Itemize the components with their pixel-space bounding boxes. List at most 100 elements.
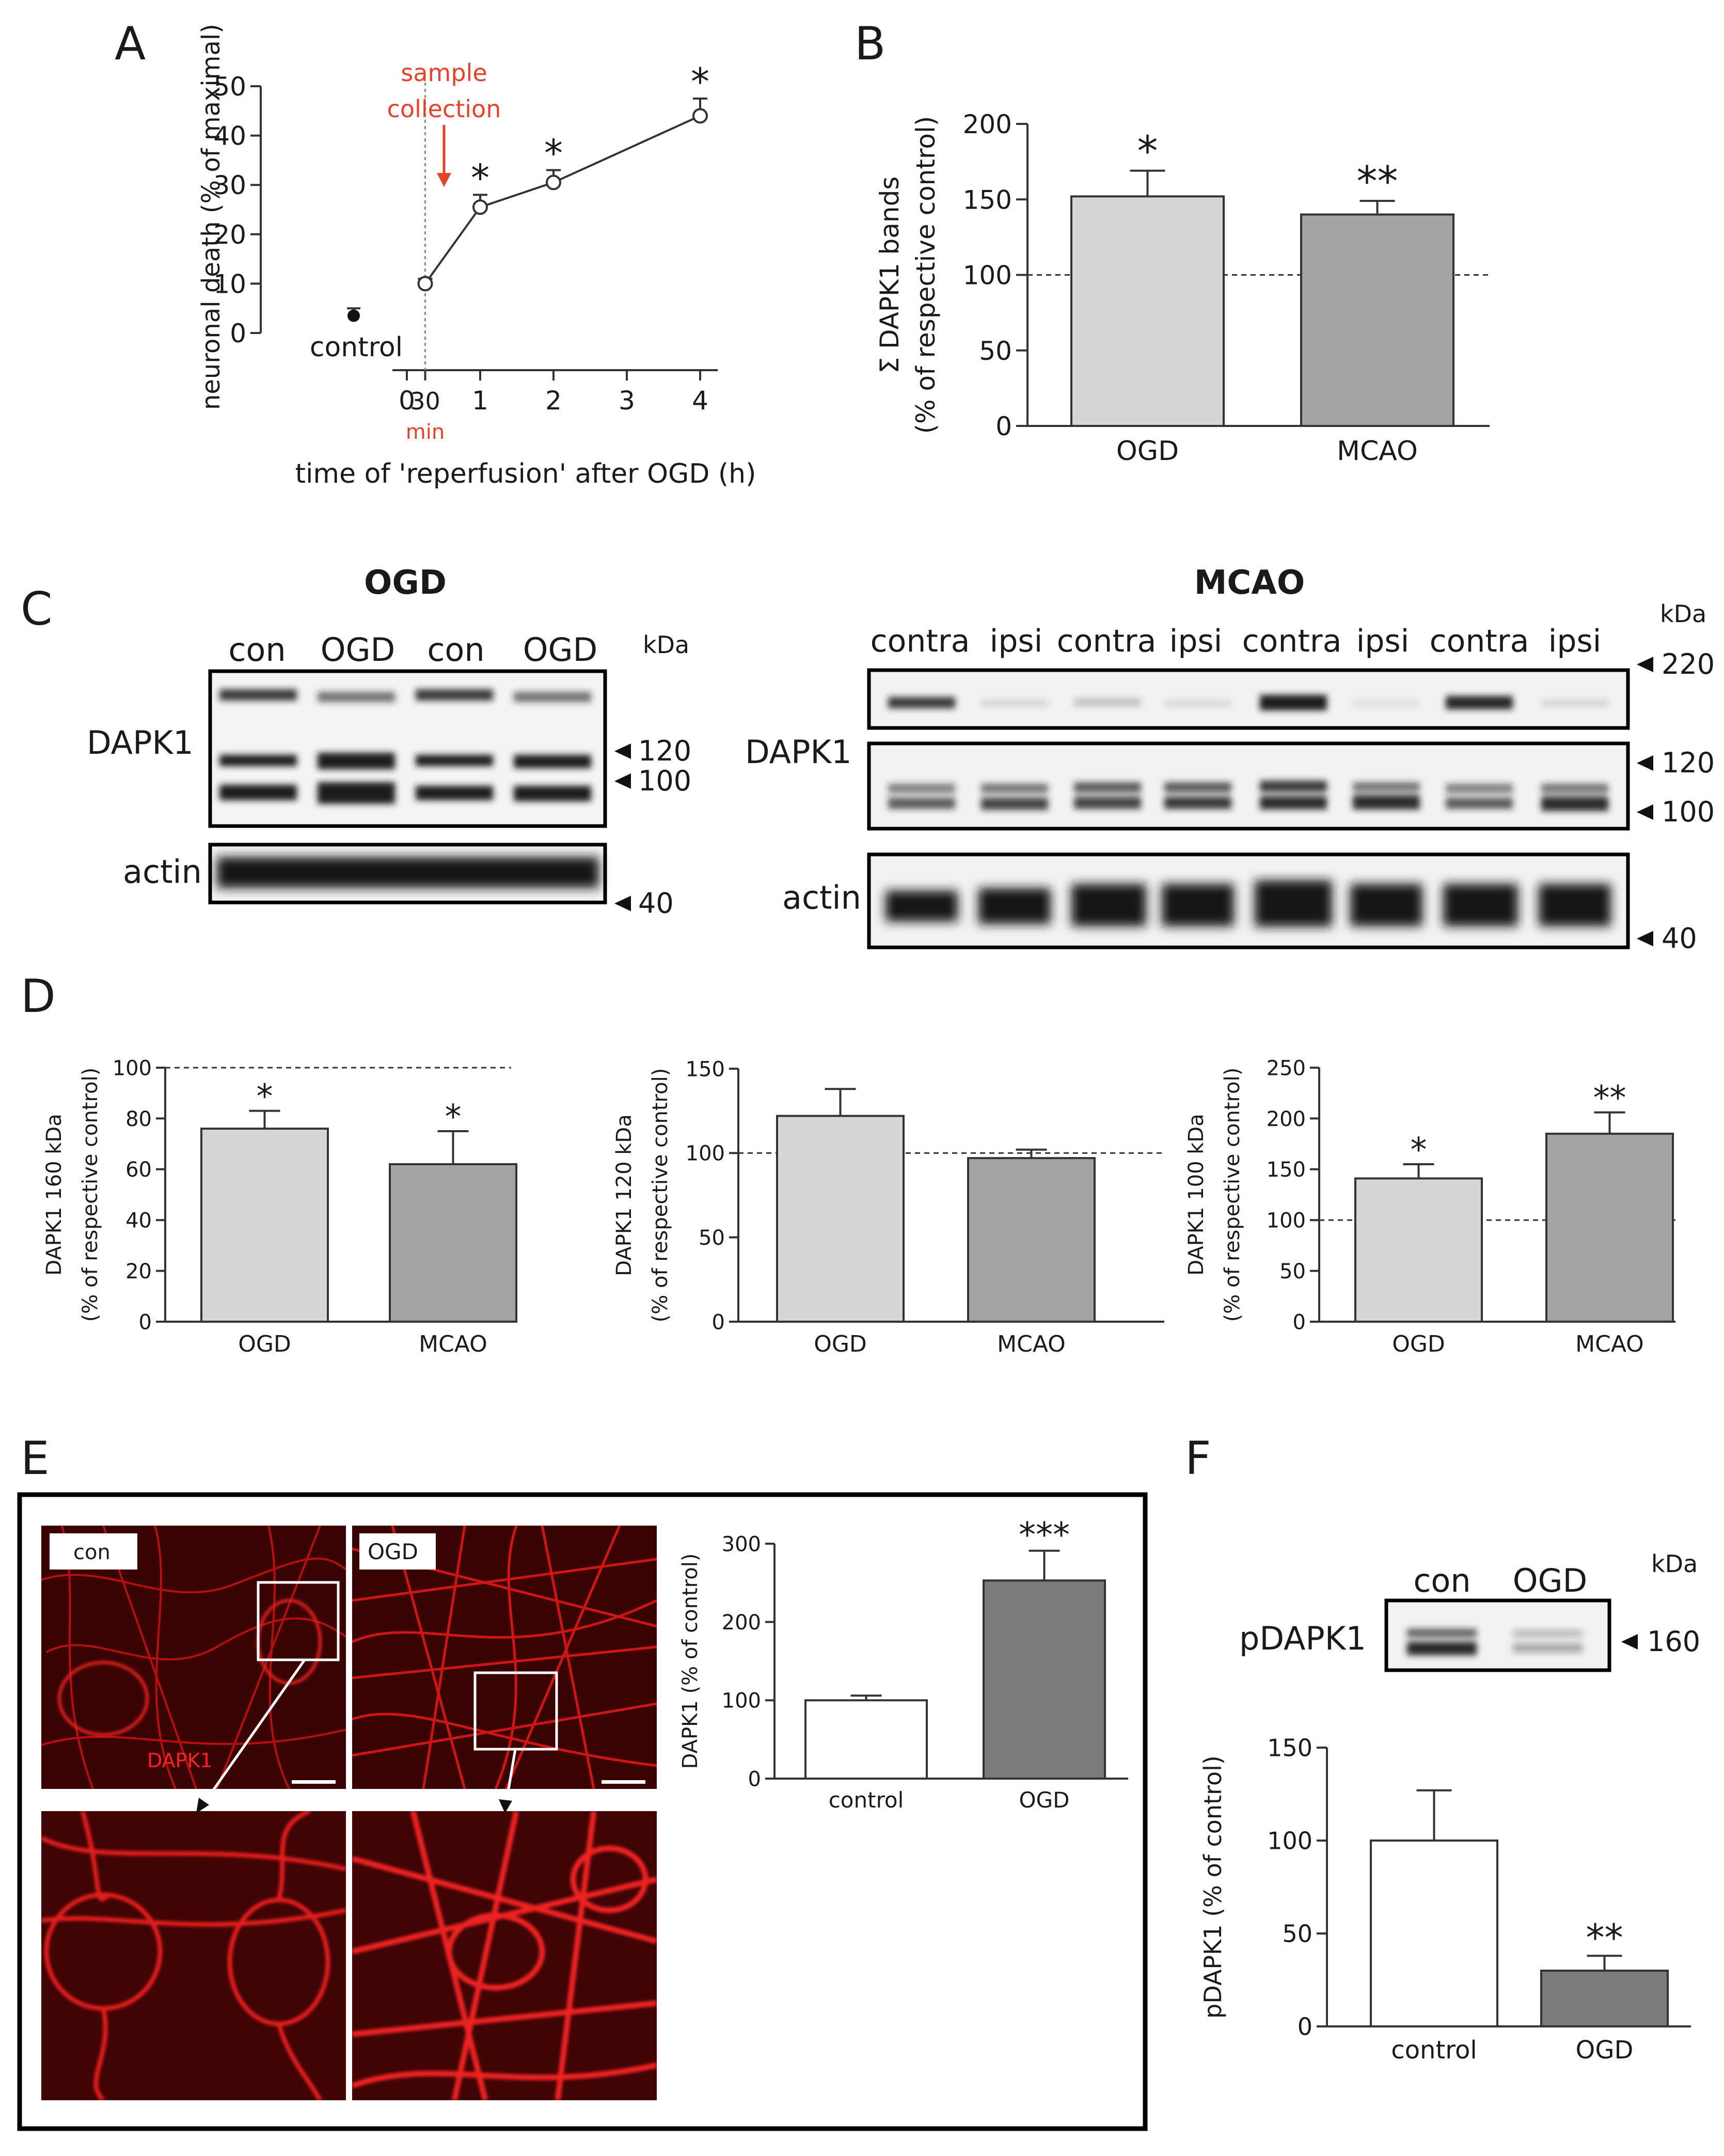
micrograph-ogd-zoom-arrowhead xyxy=(499,1799,512,1813)
chartD1-ytick-label: 80 xyxy=(125,1107,152,1131)
chartB-ylabel-1: Σ DAPK1 bands xyxy=(875,177,905,374)
chart-a-annotation-arrowhead xyxy=(437,173,451,187)
chartD1-ylabel-1: DAPK1 160 kDa xyxy=(42,1114,66,1276)
blot-mcao-lane-2: ipsi xyxy=(990,623,1043,659)
chartB-significance: ** xyxy=(1357,157,1398,205)
chartE-ytick-label: 0 xyxy=(748,1767,761,1791)
blot-mcao-lane-6: ipsi xyxy=(1356,623,1410,659)
micrograph-con-zoom xyxy=(41,1811,346,2100)
blot-ogd: OGD con OGD con OGD kDa DAPK1 actin xyxy=(87,564,691,920)
chart-f-pdapk1: 0 50 100 150 control OGD ** pDAPK1 (% of contro… xyxy=(1199,1734,1691,2065)
chart-a-point xyxy=(417,276,433,292)
chart-d-160kda: 0 20 40 60 80 100 OGD * MCAO * DAPK1 160 kDa (% of … xyxy=(42,1056,517,1357)
chartD3-ytick-label: 200 xyxy=(1267,1107,1306,1131)
chartF-category-label: OGD xyxy=(1576,2036,1634,2065)
blot-pdapk1-lane-1: con xyxy=(1413,1562,1470,1599)
chartD1-ytick-label: 40 xyxy=(125,1209,152,1233)
chart-a-annotation-1: sample xyxy=(401,59,487,87)
blot-mcao: MCAO kDa contra ipsi contra ipsi contra … xyxy=(745,564,1715,955)
chartD2-category-label: OGD xyxy=(814,1331,867,1357)
blot-mcao-marker-arrow-2 xyxy=(1637,755,1653,771)
chartF-ytick-label: 100 xyxy=(1267,1827,1312,1855)
chartD3-ylabel-2: (% of respective control) xyxy=(1221,1068,1244,1322)
blot-pdapk1-lane-2: OGD xyxy=(1513,1562,1588,1599)
chartD1-ylabel-2: (% of respective control) xyxy=(78,1068,102,1322)
chart-b-dapk1-bands: 0 50 100 150 200 OGD * MCAO ** Σ DAPK1 bands (% of… xyxy=(875,109,1490,467)
chart-a-xlabel: time of 'reperfusion' after OGD (h) xyxy=(295,458,756,489)
chartB-ytick-label: 200 xyxy=(963,109,1012,139)
micrograph-ogd-scalebar xyxy=(602,1780,645,1784)
blot-mcao-lane-8: ipsi xyxy=(1548,623,1602,659)
blot-ogd-lane-4: OGD xyxy=(523,631,598,669)
chart-a-annotation-2: collection xyxy=(387,95,501,123)
chart-a-ytick-label: 10 xyxy=(213,269,246,299)
blot-mcao-marker-arrow-3 xyxy=(1637,804,1653,820)
blot-mcao-marker-40: 40 xyxy=(1662,922,1697,955)
chart-a-ytick-label: 20 xyxy=(213,220,246,250)
chartD2-ytick-label: 100 xyxy=(686,1142,725,1166)
chartE-bar-1 xyxy=(983,1579,1106,1780)
chartD3-category-label: MCAO xyxy=(1575,1331,1644,1357)
chartD1-bar-1 xyxy=(389,1163,517,1323)
blot-mcao-title: MCAO xyxy=(1194,564,1305,602)
panel-label-d: D xyxy=(21,970,56,1023)
micrograph-con-zoom-arrowhead xyxy=(196,1798,209,1813)
chartB-ytick-label: 0 xyxy=(995,411,1012,441)
chartD3-significance: * xyxy=(1411,1131,1427,1169)
blot-pdapk1: con OGD kDa pDAPK1 160 xyxy=(1239,1550,1700,1672)
chart-a-ytick-label: 0 xyxy=(230,319,246,348)
blot-mcao-kda: kDa xyxy=(1660,600,1706,628)
blot-mcao-lane-7: contra xyxy=(1430,623,1529,659)
micrograph-stain-label: DAPK1 xyxy=(147,1749,213,1772)
blot-ogd-kda: kDa xyxy=(643,631,689,659)
blot-ogd-dapk1-label: DAPK1 xyxy=(87,724,194,762)
blot-ogd-marker-120: 120 xyxy=(638,735,691,767)
chartD3-bar-0 xyxy=(1354,1177,1483,1323)
micrograph-con-label-box xyxy=(50,1533,137,1570)
blot-pdapk1-label: pDAPK1 xyxy=(1239,1620,1366,1657)
chart-a-xtick-sublabel: min xyxy=(406,420,445,444)
blot-mcao-actin-label: actin xyxy=(782,879,861,916)
chartD3-ytick-label: 150 xyxy=(1267,1158,1306,1182)
chart-a-xtick-label: 3 xyxy=(619,386,635,416)
chartD1-category-label: MCAO xyxy=(419,1331,487,1357)
micrograph-ogd-zoom-arrow xyxy=(504,1749,517,1805)
chartD3-bar-1 xyxy=(1545,1132,1674,1323)
chartD1-ytick-label: 100 xyxy=(113,1056,152,1080)
chartF-ytick-label: 150 xyxy=(1267,1734,1312,1762)
panel-label-c: C xyxy=(21,582,52,636)
blot-ogd-marker-arrow-3 xyxy=(614,896,631,911)
blot-mcao-lane-5: contra xyxy=(1242,623,1342,659)
blot-mcao-marker-100: 100 xyxy=(1662,796,1715,828)
chartD2-ytick-label: 150 xyxy=(686,1057,725,1081)
chartF-ytick-label: 0 xyxy=(1298,2013,1312,2041)
micrograph-ogd-label: OGD xyxy=(368,1539,418,1564)
blot-ogd-marker-arrow-2 xyxy=(614,773,631,789)
chartB-ytick-label: 50 xyxy=(979,336,1012,366)
blot-mcao-marker-arrow-4 xyxy=(1637,931,1653,946)
blot-mcao-lane-1: contra xyxy=(871,623,970,659)
chartB-bar-0 xyxy=(1070,195,1225,427)
chartD2-ylabel-2: (% of respective control) xyxy=(649,1068,672,1323)
chartE-ylabel-1: DAPK1 (% of control) xyxy=(678,1553,702,1769)
chartF-ytick-label: 50 xyxy=(1282,1920,1312,1948)
chartB-ytick-label: 100 xyxy=(963,261,1012,291)
chartE-ytick-label: 200 xyxy=(722,1611,761,1635)
chartD1-significance: * xyxy=(445,1098,462,1136)
blot-ogd-marker-arrow-1 xyxy=(614,743,631,759)
chart-a-ytick-label: 30 xyxy=(213,170,246,200)
panel-label-a: A xyxy=(115,17,146,70)
micrograph-ogd-zoom xyxy=(352,1811,657,2100)
chartB-significance: * xyxy=(1137,128,1158,176)
blot-pdapk1-marker: 160 xyxy=(1647,1625,1700,1658)
chartE-ytick-label: 100 xyxy=(722,1689,761,1713)
micrograph-con-label: con xyxy=(73,1541,110,1564)
chartF-significance: ** xyxy=(1586,1916,1623,1959)
chart-a-significance: * xyxy=(544,132,563,175)
chartF-ylabel-1: pDAPK1 (% of control) xyxy=(1199,1755,1227,2019)
chartF-bar-1 xyxy=(1540,1970,1669,2027)
blot-ogd-lane-1: con xyxy=(228,631,286,669)
blot-mcao-marker-120: 120 xyxy=(1662,747,1715,779)
chartD3-ytick-label: 0 xyxy=(1293,1310,1306,1334)
blot-mcao-lane-3: contra xyxy=(1057,623,1157,659)
